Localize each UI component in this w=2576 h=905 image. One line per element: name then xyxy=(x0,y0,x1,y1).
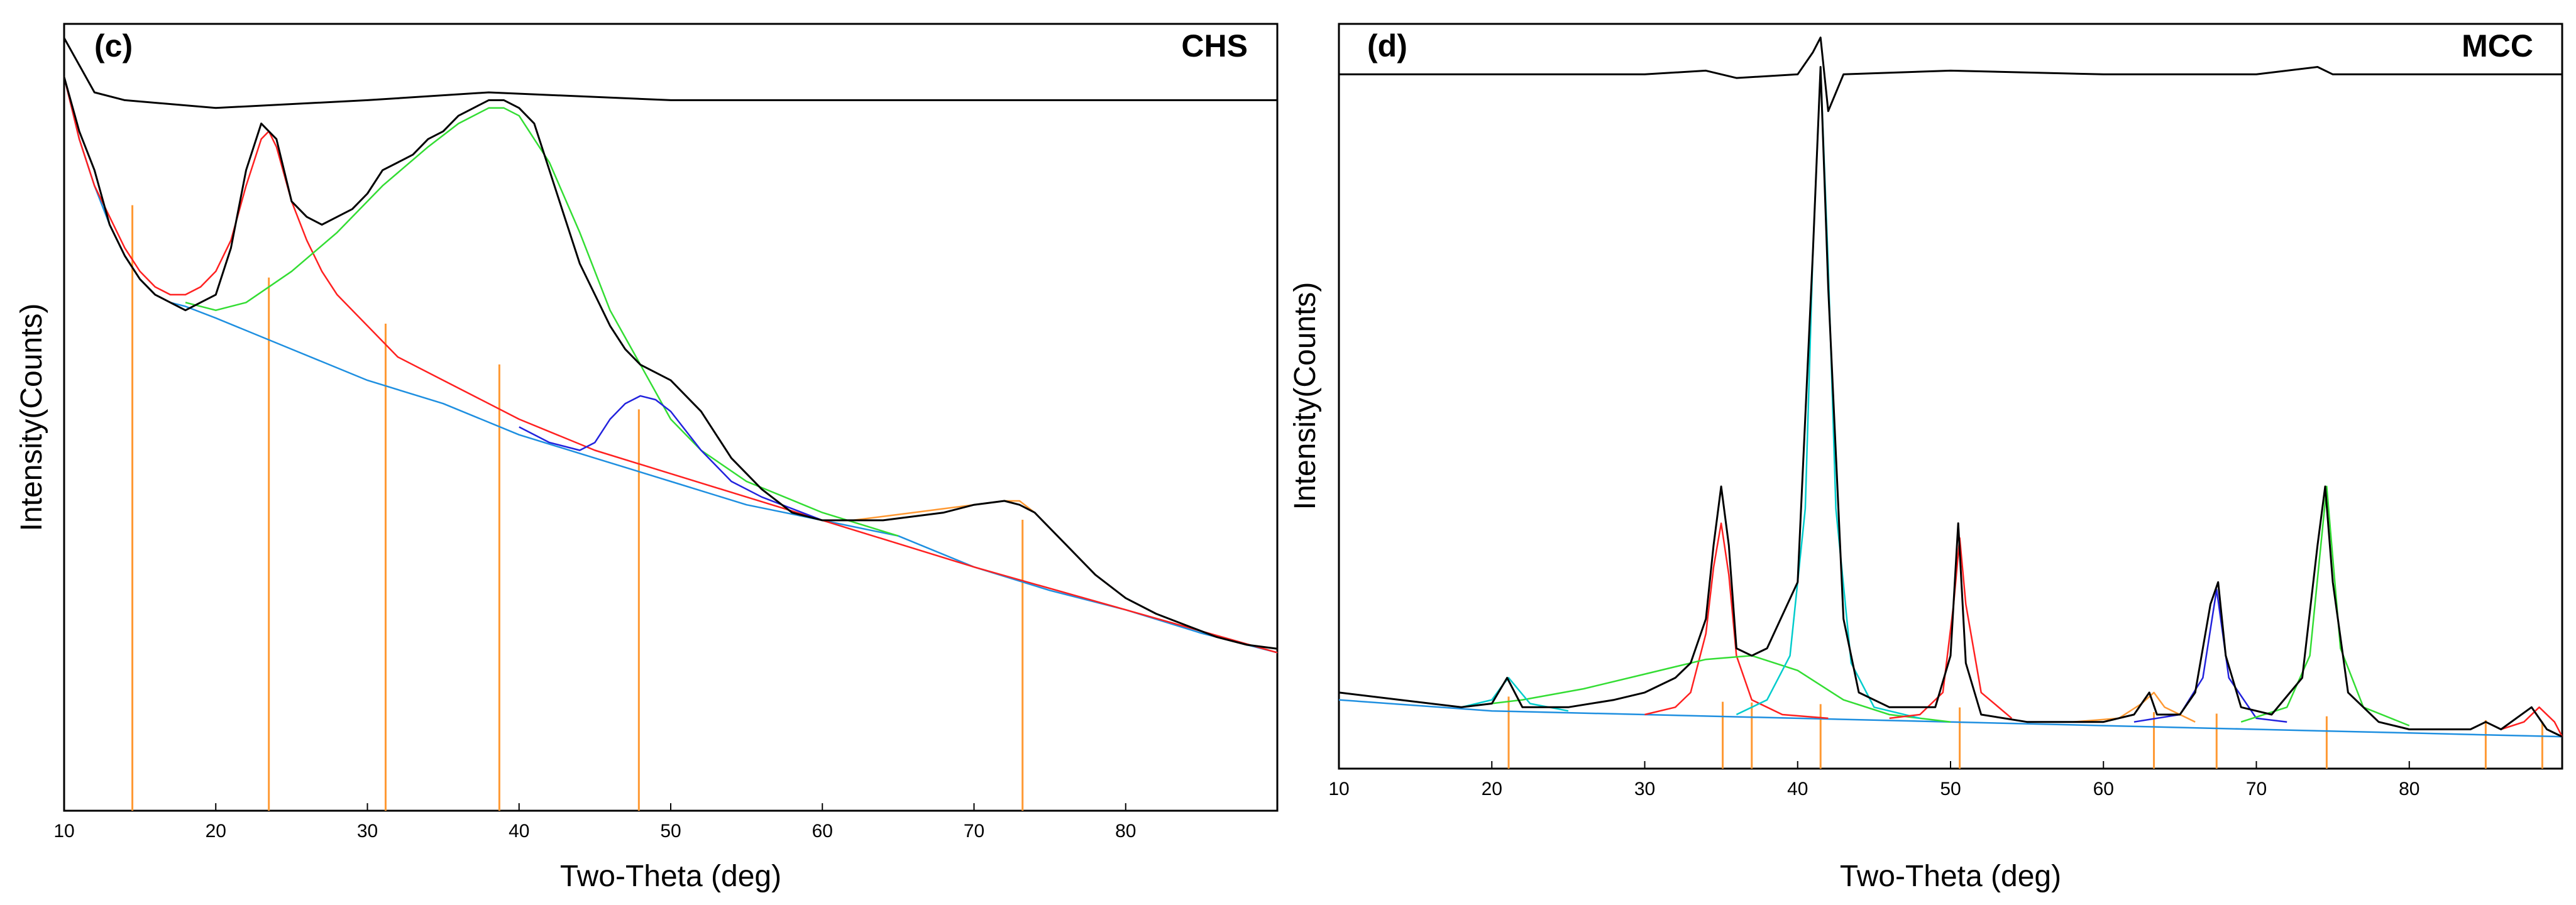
chs-x-ticks: 10 20 30 40 50 60 70 80 xyxy=(53,803,1136,842)
chs-series-peak-38.7 xyxy=(185,107,899,537)
mcc-x-axis-title: Two-Theta (deg) xyxy=(1840,860,2061,893)
mcc-series-difference xyxy=(1339,36,2562,112)
chs-data-layer xyxy=(63,37,1278,811)
chs-y-axis-title: Intensity(Counts) xyxy=(15,304,48,532)
chs-plot-frame xyxy=(63,23,1279,812)
mcc-title: MCC xyxy=(2462,28,2533,63)
mcc-y-axis-title: Intensity(Counts) xyxy=(1289,282,1322,510)
mcc-x-tick-label: 30 xyxy=(1634,779,1655,799)
chs-x-tick-label: 80 xyxy=(1115,821,1136,842)
mcc-x-tick-label: 70 xyxy=(2246,779,2267,799)
mcc-x-tick-label: 10 xyxy=(1328,779,1349,799)
chs-series-observed xyxy=(63,76,1278,650)
mcc-panel: (d) MCC 10 20 30 40 50 60 70 80 Two-Theta (deg)… xyxy=(1289,23,2563,893)
chs-x-tick-label: 20 xyxy=(206,821,226,842)
mcc-series-peak-63.3 xyxy=(2072,691,2196,723)
chs-series-peak-47.9 xyxy=(519,395,823,522)
mcc-series-peak-50.6 xyxy=(1889,537,2013,720)
mcc-series-peak-21.1 xyxy=(1461,677,1569,712)
mcc-x-tick-label: 20 xyxy=(1482,779,1502,799)
mcc-series-observed xyxy=(1338,66,2563,738)
mcc-series-peak-35.1 xyxy=(1644,522,1829,720)
mcc-series-peak-37.0 xyxy=(1461,655,1951,723)
chs-title: CHS xyxy=(1181,28,1248,63)
mcc-x-tick-label: 80 xyxy=(2399,779,2419,799)
mcc-x-tick-label: 60 xyxy=(2093,779,2114,799)
chs-series-peak-23.5 xyxy=(63,77,1278,654)
mcc-x-tick-label: 50 xyxy=(1940,779,1961,799)
mcc-panel-letter: (d) xyxy=(1367,28,1407,63)
chs-series-difference xyxy=(63,37,1277,109)
chs-x-tick-label: 50 xyxy=(660,821,681,842)
mcc-x-ticks: 10 20 30 40 50 60 70 80 xyxy=(1328,761,2419,799)
chs-x-axis-title: Two-Theta (deg) xyxy=(560,860,781,893)
chs-x-tick-label: 70 xyxy=(964,821,984,842)
chs-panel: (c) CHS 10 20 30 40 50 60 70 80 Two-Theta (deg)… xyxy=(15,23,1279,893)
mcc-x-tick-label: 40 xyxy=(1787,779,1808,799)
mcc-data-layer xyxy=(1338,36,2563,769)
chs-x-tick-label: 40 xyxy=(509,821,529,842)
chs-panel-letter: (c) xyxy=(94,28,133,63)
chs-x-tick-label: 10 xyxy=(53,821,74,842)
chs-x-tick-label: 30 xyxy=(357,821,378,842)
chs-x-tick-label: 60 xyxy=(812,821,833,842)
